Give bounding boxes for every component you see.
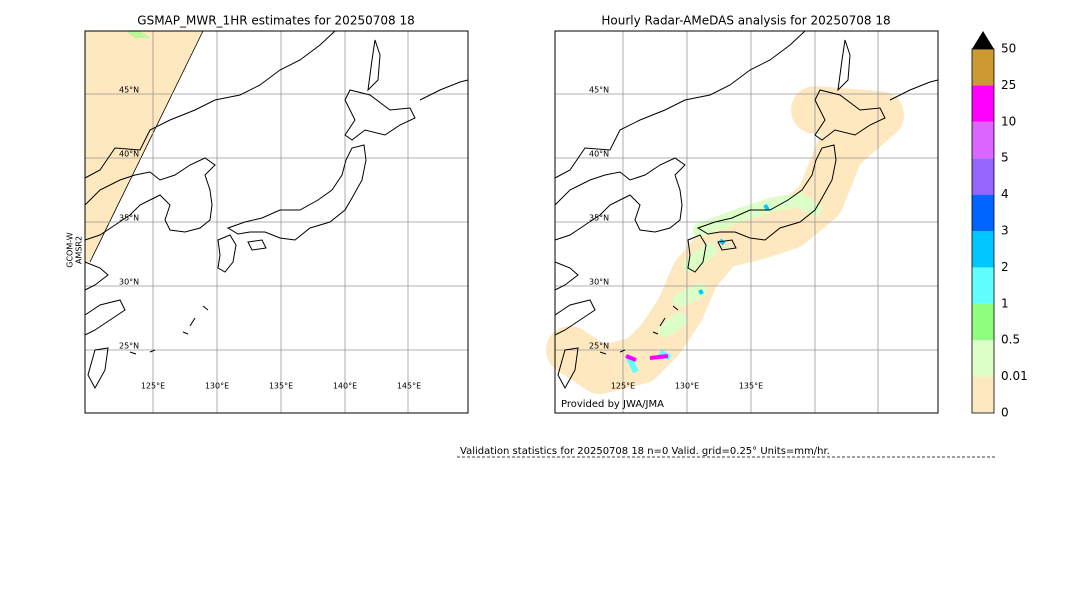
- colorbar-swatch: [972, 121, 994, 159]
- lat-label: 45°N: [589, 86, 609, 95]
- lon-label: 145°E: [397, 382, 421, 391]
- side-label: AMSR2: [75, 236, 84, 264]
- colorbar-label: 0: [1001, 406, 1009, 420]
- colorbar-swatch: [972, 376, 994, 413]
- lon-label: 140°E: [333, 382, 357, 391]
- lat-label: 25°N: [119, 342, 139, 351]
- lat-label: 35°N: [119, 214, 139, 223]
- colorbar-swatch: [972, 340, 994, 377]
- lat-label: 30°N: [119, 278, 139, 287]
- colorbar-swatch: [972, 231, 994, 268]
- lat-label: 30°N: [589, 278, 609, 287]
- colorbar-label: 2: [1001, 260, 1009, 274]
- colorbar-label: 0.5: [1001, 333, 1020, 347]
- lon-label: 125°E: [611, 382, 635, 391]
- colorbar-label: 1: [1001, 296, 1009, 310]
- side-label: GCOM-W: [66, 232, 75, 268]
- colorbar-label: 4: [1001, 187, 1009, 201]
- colorbar-label: 0.01: [1001, 369, 1028, 383]
- credit: Provided by JWA/JMA: [561, 399, 664, 410]
- lon-label: 130°E: [675, 382, 699, 391]
- colorbar-frame: [971, 48, 995, 414]
- lat-label: 45°N: [119, 86, 139, 95]
- lat-label: 25°N: [589, 342, 609, 351]
- swath: [85, 31, 203, 262]
- lon-label: 135°E: [739, 382, 763, 391]
- colorbar-swatch: [972, 158, 994, 195]
- lat-label: 40°N: [589, 150, 609, 159]
- lat-label: 35°N: [589, 214, 609, 223]
- colorbar-label: 5: [1001, 151, 1009, 165]
- lat-label: 40°N: [119, 150, 139, 159]
- left-map: [84, 30, 469, 414]
- colorbar-label: 25: [1001, 78, 1016, 92]
- footer: Validation statistics for 20250708 18 n=…: [460, 446, 830, 457]
- right-map: [546, 30, 939, 414]
- left-title: GSMAP_MWR_1HR estimates for 20250708 18: [137, 14, 414, 28]
- right-title: Hourly Radar-AMeDAS analysis for 2025070…: [601, 14, 890, 28]
- colorbar-swatch: [972, 194, 994, 231]
- colorbar-extend: [972, 31, 994, 49]
- lon-label: 135°E: [269, 382, 293, 391]
- colorbar-swatch: [972, 303, 994, 341]
- colorbar-label: 3: [1001, 224, 1009, 238]
- colorbar-label: 50: [1001, 42, 1016, 56]
- colorbar-swatch: [972, 49, 994, 86]
- colorbar-label: 10: [1001, 114, 1016, 128]
- colorbar-swatch: [972, 267, 994, 304]
- lon-label: 130°E: [205, 382, 229, 391]
- lon-label: 125°E: [141, 382, 165, 391]
- colorbar-swatch: [972, 85, 994, 122]
